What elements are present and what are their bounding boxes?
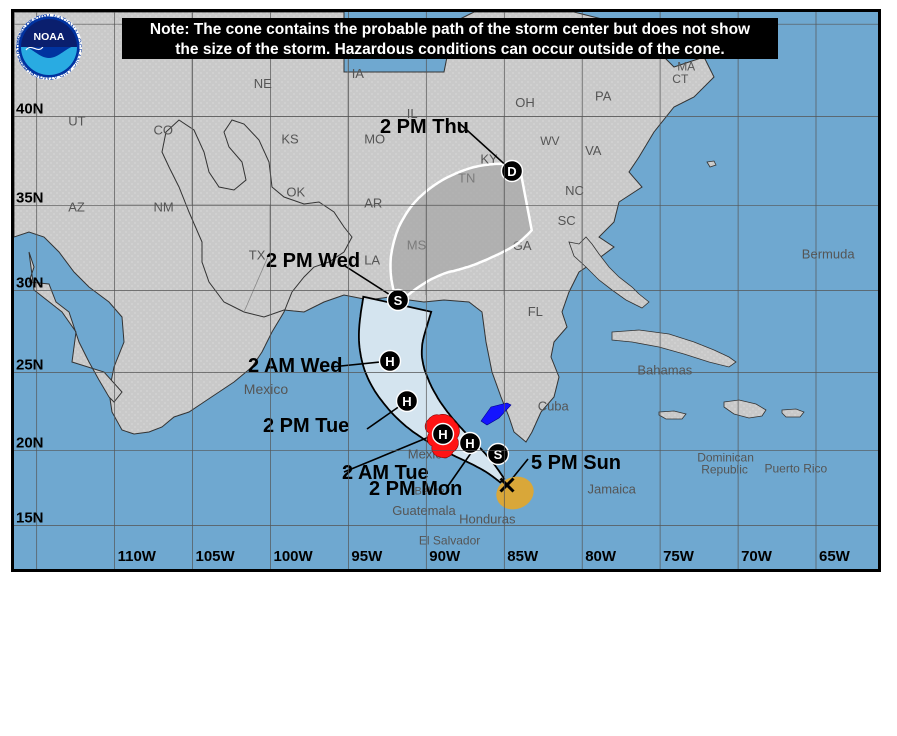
svg-text:S: S: [494, 447, 503, 462]
svg-text:Cuba: Cuba: [538, 398, 570, 413]
svg-text:5 PM Sun: 5 PM Sun: [531, 452, 621, 474]
svg-text:KS: KS: [281, 131, 299, 146]
svg-text:Republic: Republic: [701, 463, 748, 477]
svg-text:TX: TX: [249, 248, 266, 263]
svg-text:40N: 40N: [16, 101, 44, 118]
svg-text:H: H: [385, 354, 394, 369]
svg-text:H: H: [402, 394, 411, 409]
svg-text:LA: LA: [364, 253, 380, 268]
svg-text:CO: CO: [154, 123, 174, 138]
svg-text:FL: FL: [528, 304, 543, 319]
svg-text:30N: 30N: [16, 275, 44, 292]
svg-text:NOAA: NOAA: [34, 31, 65, 43]
svg-text:VA: VA: [585, 143, 602, 158]
svg-text:Puerto Rico: Puerto Rico: [765, 462, 828, 476]
svg-text:85W: 85W: [507, 548, 539, 565]
svg-text:PA: PA: [595, 88, 612, 103]
svg-text:WV: WV: [540, 134, 559, 148]
svg-text:D: D: [507, 164, 516, 179]
svg-text:H: H: [438, 427, 447, 442]
svg-text:70W: 70W: [741, 548, 773, 565]
svg-text:80W: 80W: [585, 548, 617, 565]
svg-text:S: S: [394, 293, 403, 308]
svg-text:25N: 25N: [16, 356, 44, 373]
svg-text:90W: 90W: [429, 548, 461, 565]
svg-text:Bermuda: Bermuda: [802, 246, 856, 261]
svg-text:CT: CT: [672, 72, 689, 86]
svg-text:110W: 110W: [118, 548, 157, 565]
svg-text:2 PM Tue: 2 PM Tue: [263, 415, 349, 437]
svg-text:2 AM Wed: 2 AM Wed: [248, 355, 342, 377]
svg-text:NM: NM: [154, 200, 174, 215]
svg-text:IA: IA: [352, 66, 365, 81]
svg-text:95W: 95W: [351, 548, 383, 565]
svg-text:AZ: AZ: [68, 200, 85, 215]
svg-text:65W: 65W: [819, 548, 851, 565]
svg-text:2 PM Mon: 2 PM Mon: [369, 478, 462, 500]
svg-text:UT: UT: [68, 114, 85, 129]
svg-text:Bahamas: Bahamas: [637, 363, 692, 378]
svg-text:NE: NE: [254, 76, 272, 91]
svg-text:OK: OK: [286, 184, 305, 199]
svg-text:AR: AR: [364, 196, 382, 211]
svg-text:100W: 100W: [274, 548, 314, 565]
svg-text:NC: NC: [565, 183, 584, 198]
svg-text:Honduras: Honduras: [459, 511, 516, 526]
svg-text:SC: SC: [558, 213, 576, 228]
svg-text:75W: 75W: [663, 548, 695, 565]
svg-text:Guatemala: Guatemala: [392, 503, 456, 518]
svg-text:2 PM Wed: 2 PM Wed: [266, 250, 360, 272]
svg-text:OH: OH: [515, 95, 535, 110]
svg-text:105W: 105W: [196, 548, 236, 565]
svg-text:El Salvador: El Salvador: [419, 534, 480, 548]
svg-text:35N: 35N: [16, 189, 44, 206]
svg-text:Jamaica: Jamaica: [588, 482, 637, 497]
svg-text:Mexico: Mexico: [244, 381, 289, 397]
svg-text:20N: 20N: [16, 435, 44, 452]
svg-text:H: H: [465, 436, 474, 451]
svg-text:2 PM Thu: 2 PM Thu: [380, 116, 469, 138]
svg-text:15N: 15N: [16, 510, 44, 527]
